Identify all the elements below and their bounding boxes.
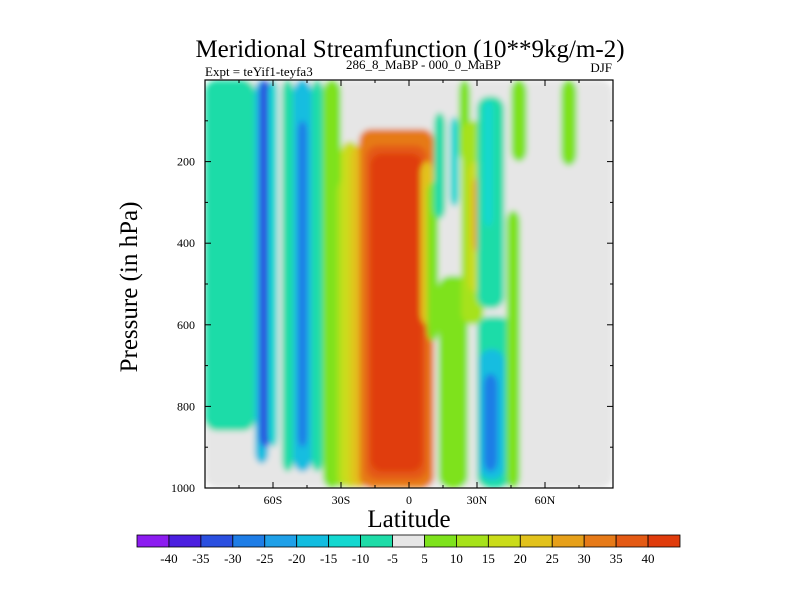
field-region xyxy=(433,112,446,219)
colorbar-swatch xyxy=(392,534,425,548)
colorbar-label: -25 xyxy=(256,551,273,566)
field-region xyxy=(297,120,307,448)
y-tick-label: 1000 xyxy=(171,481,195,495)
field-region xyxy=(205,80,255,431)
colorbar-swatch xyxy=(328,534,361,548)
y-tick-label: 400 xyxy=(177,236,195,250)
field-region xyxy=(427,182,439,342)
experiment-superscript: 286_8_MaBP - 000_0_MaBP xyxy=(346,57,501,72)
colorbar-swatch xyxy=(487,534,521,548)
y-axis-title: Pressure (in hPa) xyxy=(116,202,143,373)
x-axis-ticks: 60S 30S 0 30N 60N xyxy=(238,80,580,507)
colorbar-swatch xyxy=(456,534,489,548)
y-tick-label: 600 xyxy=(177,318,195,332)
field-region xyxy=(560,80,577,166)
x-tick-label: 0 xyxy=(406,493,412,507)
colorbar-label: -15 xyxy=(320,551,337,566)
colorbar-swatch xyxy=(168,534,202,548)
colorbar-label: 20 xyxy=(514,551,527,566)
colorbar-swatch xyxy=(232,534,266,548)
colorbar: -40 -35 -30 -25 -20 -15 -10 -5 5 10 15 20 25 30 35 40 xyxy=(136,534,681,566)
y-tick-label: 800 xyxy=(177,399,195,413)
y-tick-label: 200 xyxy=(177,155,195,169)
colorbar-swatch xyxy=(264,534,298,548)
colorbar-label: -30 xyxy=(224,551,241,566)
field-region xyxy=(311,80,323,472)
colorbar-swatch xyxy=(296,534,330,548)
x-tick-label: 60S xyxy=(264,493,283,507)
colorbar-swatch xyxy=(615,534,649,548)
y-axis-ticks: 200 400 600 800 1000 xyxy=(171,120,613,495)
colorbar-label: -10 xyxy=(352,551,369,566)
field-region xyxy=(449,116,459,207)
colorbar-swatch xyxy=(551,534,585,548)
x-tick-label: 60N xyxy=(535,493,556,507)
season-label: DJF xyxy=(590,60,612,75)
colorbar-swatch xyxy=(424,534,457,548)
colorbar-swatch xyxy=(583,534,617,548)
field-region xyxy=(506,210,521,488)
colorbar-label: 35 xyxy=(610,551,623,566)
colorbar-label: -5 xyxy=(387,551,398,566)
chart-title: Meridional Streamfunction (10**9kg/m-2) xyxy=(195,36,624,63)
colorbar-label: -20 xyxy=(288,551,305,566)
colorbar-swatch xyxy=(519,534,553,548)
field-region xyxy=(483,373,498,472)
colorbar-label: -40 xyxy=(160,551,177,566)
colorbar-label: -35 xyxy=(192,551,209,566)
field-region xyxy=(282,80,294,472)
field-region xyxy=(259,80,271,448)
colorbar-swatch xyxy=(647,534,681,548)
colorbar-swatch xyxy=(200,534,234,548)
x-tick-label: 30N xyxy=(467,493,488,507)
colorbar-swatch xyxy=(136,534,170,548)
colorbar-label: 30 xyxy=(578,551,591,566)
colorbar-swatch xyxy=(360,534,393,548)
x-tick-label: 30S xyxy=(332,493,351,507)
colorbar-label: 5 xyxy=(421,551,428,566)
field-region xyxy=(511,80,527,162)
plot-area xyxy=(205,80,613,488)
field-region xyxy=(483,100,493,227)
field-region xyxy=(370,153,423,472)
colorbar-label: 15 xyxy=(482,551,495,566)
colorbar-label: 10 xyxy=(450,551,463,566)
colorbar-label: 25 xyxy=(546,551,559,566)
field-region xyxy=(268,80,278,448)
experiment-label: Expt = teYif1-teyfa3 xyxy=(205,64,313,79)
x-axis-title: Latitude xyxy=(367,506,450,533)
streamfunction-field xyxy=(205,80,613,488)
field-region xyxy=(438,275,468,488)
colorbar-label: 40 xyxy=(642,551,655,566)
